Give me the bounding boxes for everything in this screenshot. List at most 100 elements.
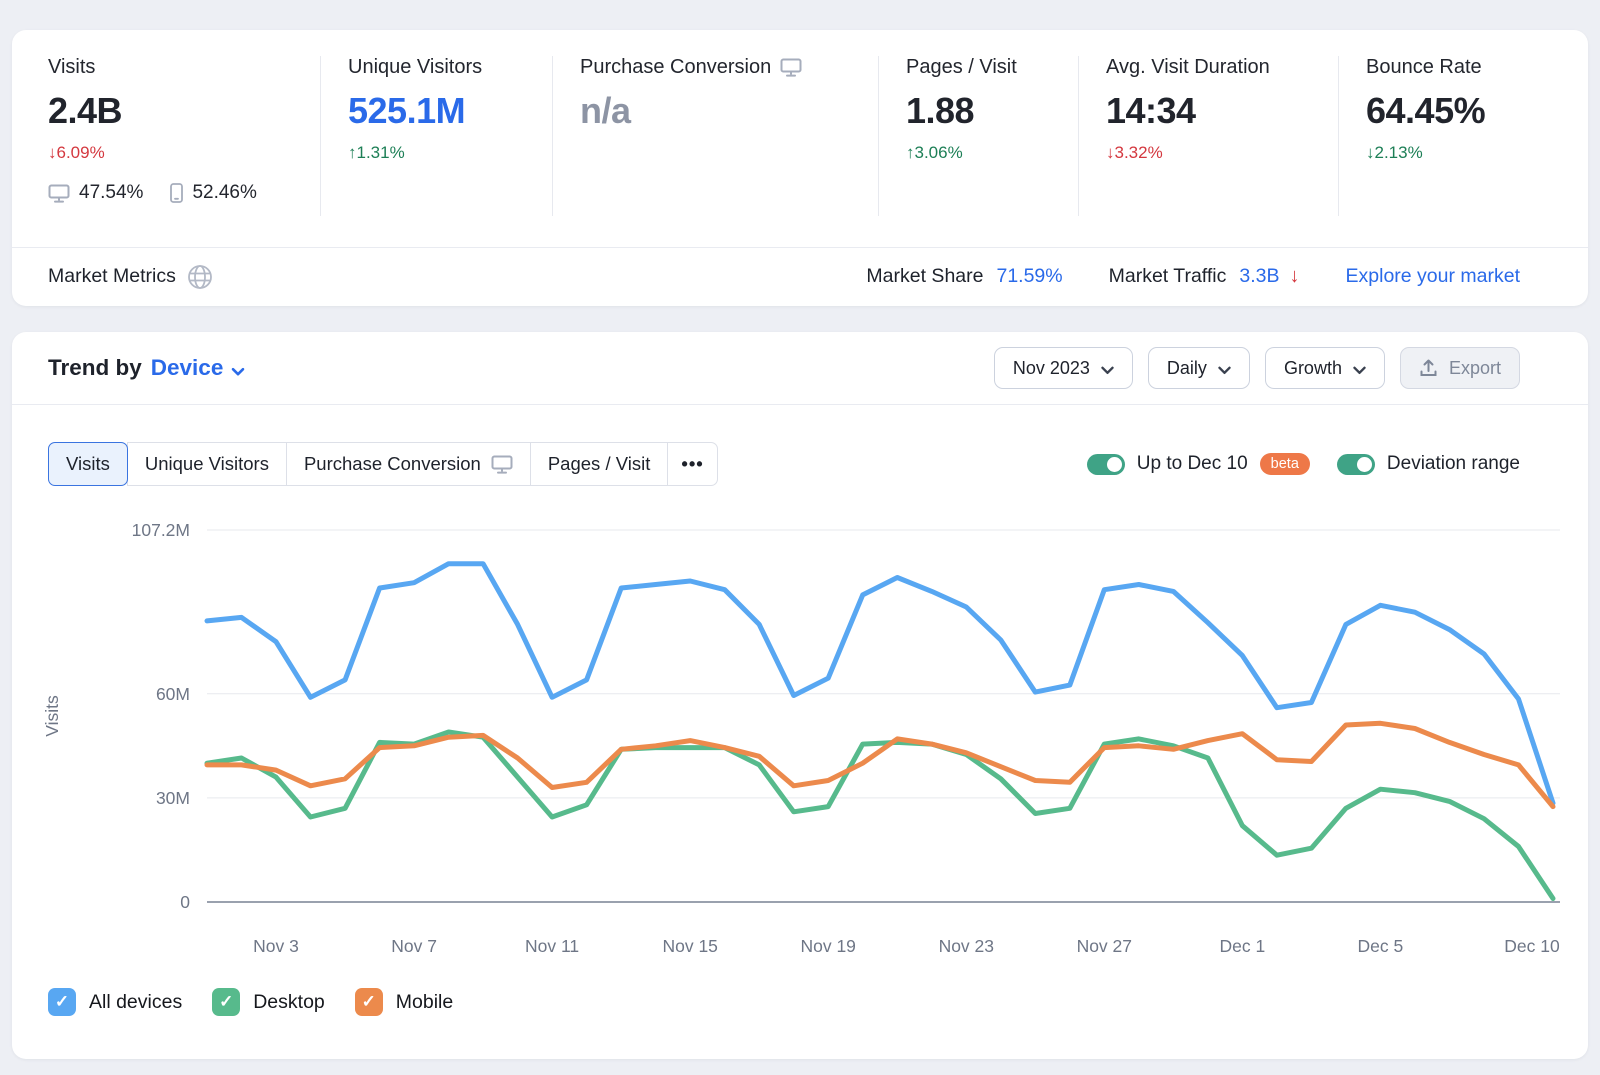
metrics-row: Visits 2.4B ↓6.09% 47.54% 52.46% Unique Visit… [12, 30, 1588, 247]
series-line-mobile [204, 720, 1556, 810]
chevron-down-icon [1218, 359, 1231, 380]
mode-dropdown[interactable]: Growth [1264, 347, 1385, 389]
export-button[interactable]: Export [1399, 347, 1520, 389]
x-tick-label: Dec 5 [1358, 936, 1404, 956]
period-dropdown-label: Nov 2023 [1012, 357, 1090, 378]
x-tick-label: Nov 15 [662, 936, 717, 956]
metrics-summary-card: Visits 2.4B ↓6.09% 47.54% 52.46% Unique Visit… [12, 30, 1588, 306]
market-metrics-title: Market Metrics [48, 265, 176, 287]
chart-toolbar: Visits Unique Visitors Purchase Conversion… [48, 442, 1520, 486]
metric-value: 14:34 [1106, 90, 1196, 131]
market-metrics-right: Market Share 71.59% Market Traffic 3.3B … [866, 265, 1520, 288]
mobile-share: 52.46% [192, 182, 257, 203]
y-tick-label: 0 [180, 892, 190, 912]
legend-checkbox[interactable]: ✓ [212, 988, 241, 1016]
legend-label: Mobile [395, 990, 454, 1013]
device-selector[interactable]: Device [151, 354, 246, 383]
metric-label: Bounce Rate [1366, 56, 1482, 78]
globe-icon [187, 264, 213, 290]
device-split: 47.54% 52.46% [48, 182, 320, 204]
x-tick-label: Nov 19 [800, 936, 855, 956]
chevron-down-icon [1353, 359, 1366, 380]
series-line-desktop [204, 729, 1556, 901]
metric-label: Pages / Visit [906, 56, 1017, 78]
export-button-label: Export [1448, 357, 1501, 378]
tab-purchase-conversion[interactable]: Purchase Conversion [285, 442, 531, 486]
metric-bounce-rate: Bounce Rate 64.45% ↓2.13% [1338, 30, 1588, 247]
market-share-value[interactable]: 71.59% [996, 265, 1063, 287]
metric-value: 1.88 [906, 90, 975, 131]
x-tick-label: Nov 11 [525, 936, 579, 956]
chevron-down-icon [231, 357, 245, 383]
tab-unique-visitors[interactable]: Unique Visitors [126, 442, 287, 486]
desktop-icon [780, 58, 802, 77]
legend-label: Desktop [253, 990, 325, 1013]
y-tick-label: 60M [156, 684, 190, 704]
tab-more[interactable]: ••• [667, 442, 718, 486]
toggle-up-to-dec-10: Up to Dec 10 beta [1086, 453, 1310, 475]
market-traffic: Market Traffic 3.3B ↓ [1109, 265, 1300, 288]
metric-tabs: Visits Unique Visitors Purchase Conversion… [48, 442, 718, 486]
metric-value: n/a [580, 90, 631, 131]
x-tick-label: Nov 3 [253, 936, 299, 956]
market-share: Market Share 71.59% [866, 265, 1062, 288]
device-selector-label: Device [150, 355, 224, 380]
chevron-down-icon [1101, 359, 1114, 380]
trend-header: Trend by Device Nov 2023 Daily [12, 332, 1588, 405]
toggle-label: Up to Dec 10 [1136, 453, 1248, 474]
x-tick-label: Nov 27 [1077, 936, 1132, 956]
market-share-label: Market Share [866, 265, 984, 287]
market-traffic-value[interactable]: 3.3B [1239, 265, 1280, 287]
mobile-icon [170, 183, 184, 203]
x-tick-label: Dec 10 [1504, 936, 1560, 956]
legend-checkbox[interactable]: ✓ [48, 988, 76, 1016]
metric-avg-visit-duration: Avg. Visit Duration 14:34 ↓3.32% [1078, 30, 1338, 247]
metric-delta: ↓6.09% [48, 143, 105, 162]
chart-toggles: Up to Dec 10 beta Deviation range [1086, 453, 1520, 475]
metric-label: Unique Visitors [348, 56, 483, 78]
market-traffic-label: Market Traffic [1108, 265, 1227, 287]
y-tick-label: 30M [156, 788, 190, 808]
desktop-icon [48, 184, 70, 203]
legend-item-mobile[interactable]: ✓ Mobile [354, 988, 454, 1016]
metric-label: Visits [48, 56, 96, 78]
metric-value: 64.45% [1366, 90, 1486, 131]
metric-delta: ↑3.06% [906, 143, 963, 162]
x-tick-label: Nov 23 [939, 936, 994, 956]
legend-label: All devices [89, 990, 183, 1013]
y-axis-title: Visits [42, 695, 62, 737]
metric-unique-visitors: Unique Visitors 525.1M ↑1.31% [320, 30, 552, 247]
legend-item-desktop[interactable]: ✓ Desktop [212, 988, 325, 1016]
line-chart: 107.2M 60M 30M 0 Visits Nov 3 Nov 7 Nov 11 Nov 1… [42, 520, 1560, 956]
desktop-icon [491, 455, 513, 474]
trend-controls: Nov 2023 Daily Growth Export [993, 347, 1520, 389]
period-dropdown[interactable]: Nov 2023 [993, 347, 1133, 389]
legend-item-all-devices[interactable]: ✓ All devices [48, 988, 182, 1016]
trend-title-prefix: Trend by [48, 355, 142, 380]
x-tick-label: Nov 7 [391, 936, 437, 956]
mode-dropdown-label: Growth [1283, 357, 1342, 378]
metric-label: Avg. Visit Duration [1106, 56, 1270, 78]
metric-value: 2.4B [48, 90, 123, 131]
metric-purchase-conversion: Purchase Conversion n/a [552, 30, 878, 247]
toggle-deviation-range: Deviation range [1336, 453, 1520, 475]
metric-value: 525.1M [348, 90, 466, 131]
beta-badge: beta [1259, 453, 1310, 475]
chart-legend: ✓ All devices ✓ Desktop ✓ Mobile [48, 988, 453, 1016]
traffic-down-arrow-icon: ↓ [1289, 265, 1300, 287]
metric-delta: ↓3.32% [1106, 143, 1163, 162]
y-tick-label: 107.2M [132, 520, 190, 540]
toggle-switch[interactable] [1086, 453, 1125, 475]
toggle-switch[interactable] [1336, 453, 1375, 475]
legend-checkbox[interactable]: ✓ [354, 988, 383, 1016]
trend-title: Trend by Device [48, 354, 245, 383]
explore-market-link[interactable]: Explore your market [1345, 265, 1520, 287]
toggle-label: Deviation range [1386, 453, 1520, 474]
x-tick-label: Dec 1 [1220, 936, 1266, 956]
tab-pages-visit[interactable]: Pages / Visit [529, 442, 669, 486]
tab-visits[interactable]: Visits [48, 442, 128, 486]
granularity-dropdown-label: Daily [1166, 357, 1207, 378]
granularity-dropdown[interactable]: Daily [1147, 347, 1250, 389]
trend-card: Trend by Device Nov 2023 Daily [12, 332, 1588, 1059]
